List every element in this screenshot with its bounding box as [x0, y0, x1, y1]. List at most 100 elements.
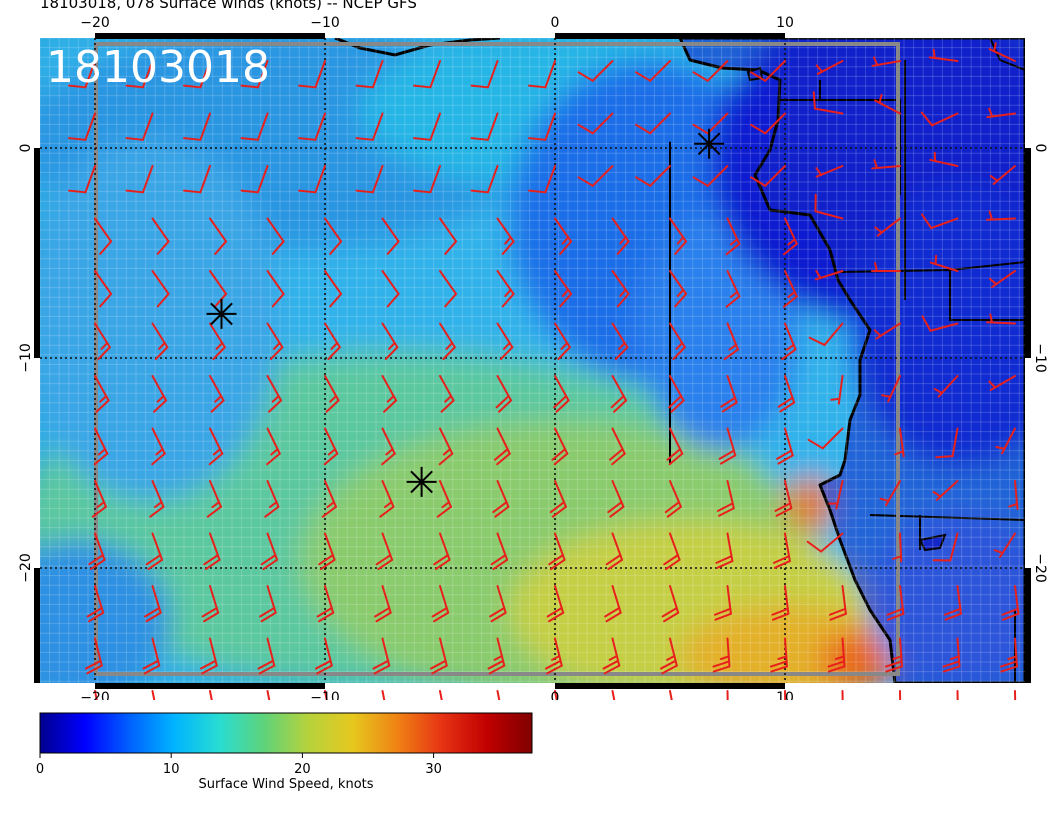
wind-barb	[324, 270, 343, 308]
wind-barb	[663, 532, 681, 571]
wind-barb	[413, 165, 441, 194]
wind-barb	[692, 60, 729, 82]
wind-barb	[125, 112, 154, 141]
wind-barb	[928, 48, 959, 62]
wind-barb	[201, 585, 220, 623]
wind-barb	[496, 322, 514, 361]
wind-barb	[94, 270, 113, 308]
wind-barb	[381, 690, 386, 700]
wind-barb	[771, 585, 790, 621]
wind-barb	[545, 637, 563, 675]
wind-barb	[266, 375, 283, 413]
colorbar-tick-label: 20	[294, 762, 311, 777]
colorbar-ticks: 0 10 20 30	[36, 753, 442, 777]
wind-barb	[808, 322, 844, 346]
wind-barb	[431, 585, 450, 623]
wind-speed-field	[40, 38, 1025, 683]
africa-land	[678, 38, 1025, 683]
bottom-tick-label: 0	[551, 690, 560, 700]
wind-barb	[496, 270, 515, 308]
wind-barb	[324, 322, 341, 361]
wind-barb	[439, 375, 455, 413]
wind-barb	[91, 480, 107, 518]
wind-barb	[142, 637, 161, 675]
wind-barb	[260, 532, 279, 571]
wind-barb	[209, 690, 213, 700]
wind-barb	[774, 480, 793, 517]
colorbar-gradient	[39, 712, 533, 754]
top-tick-label: 0	[551, 15, 560, 31]
wind-barb	[635, 112, 671, 135]
wind-barb	[144, 585, 162, 623]
wind-barb	[661, 585, 680, 623]
wind-barb	[812, 91, 844, 115]
wind-barb	[807, 427, 844, 450]
wind-barb	[718, 427, 737, 465]
wind-barb	[381, 270, 400, 308]
wind-barb	[669, 217, 688, 255]
top-tick-label: 10	[776, 15, 794, 31]
wind-barb	[183, 60, 211, 89]
wind-barb	[551, 427, 569, 466]
wind-barb	[266, 270, 285, 308]
wind-barb	[610, 375, 628, 413]
wind-barb	[439, 270, 458, 308]
top-tick-label: −20	[80, 15, 110, 31]
wind-barb	[200, 637, 218, 675]
wind-barb	[321, 480, 337, 518]
wind-barb	[209, 375, 225, 413]
north-coast	[334, 38, 501, 57]
bottom-tick-label: −20	[80, 690, 110, 700]
wind-barb	[660, 637, 678, 675]
latlon-grid	[40, 38, 1025, 683]
wind-barb	[879, 480, 901, 507]
time-stamp: 18103018	[46, 42, 270, 93]
wind-barb	[240, 165, 269, 194]
wind-barb	[772, 532, 791, 569]
wind-barb	[873, 322, 901, 340]
wind-barb	[577, 112, 614, 135]
wind-barb	[151, 270, 170, 308]
wind-barb	[776, 427, 794, 465]
wind-barb	[781, 322, 797, 361]
wind-barb	[439, 322, 456, 361]
wind-barb	[635, 165, 671, 187]
wind-barb	[381, 217, 400, 255]
wind-barb	[604, 585, 622, 623]
wind-barb	[1014, 690, 1017, 700]
wind-barb	[439, 217, 458, 255]
wind-barb	[841, 690, 844, 700]
wind-barb	[871, 56, 901, 67]
colorbar-tick-label: 30	[425, 762, 442, 777]
wind-barb	[943, 585, 962, 621]
wind-barb	[298, 165, 326, 194]
wind-barb	[874, 93, 901, 115]
wind-barb	[553, 375, 570, 413]
wind-barb	[692, 112, 729, 135]
wind-barb	[487, 637, 506, 675]
wind-barb	[806, 532, 844, 553]
wind-barb	[355, 165, 384, 194]
wind-barb	[496, 690, 501, 700]
wind-barb	[86, 585, 105, 623]
storm-markers	[206, 128, 725, 497]
wind-barb	[783, 270, 798, 308]
star-marker	[206, 298, 237, 329]
wind-barb	[85, 637, 103, 675]
wind-barb	[899, 690, 902, 700]
right-tick-label: −10	[1032, 343, 1048, 373]
wind-barb	[266, 690, 271, 700]
wind-barb	[315, 637, 333, 675]
wind-barb	[932, 532, 959, 562]
wind-barb	[783, 217, 798, 256]
wind-barb	[815, 165, 844, 178]
wind-barb	[433, 532, 451, 571]
wind-barb	[894, 427, 905, 458]
right-tick-label: 0	[1032, 144, 1048, 153]
wind-barb	[151, 690, 156, 700]
wind-barb	[881, 375, 901, 403]
wind-barb	[94, 375, 110, 413]
wind-barb	[692, 165, 729, 187]
wind-barb	[125, 165, 154, 194]
wind-barb	[577, 165, 614, 187]
